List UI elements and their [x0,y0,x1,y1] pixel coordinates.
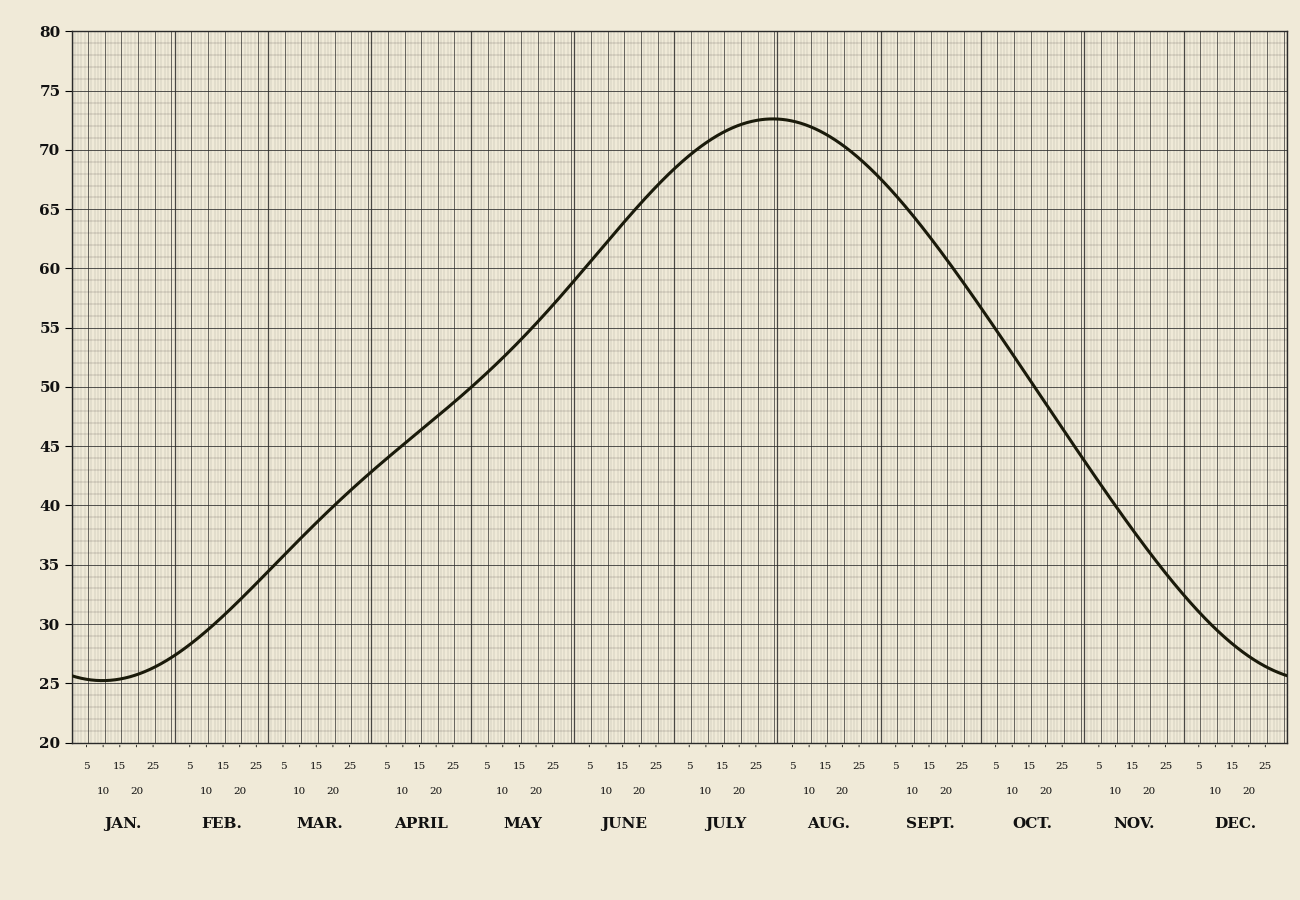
Text: MAY: MAY [503,817,542,832]
Text: 25: 25 [446,762,459,771]
Text: 5: 5 [992,762,998,771]
Text: JULY: JULY [705,817,746,832]
Text: 25: 25 [1056,762,1069,771]
Text: 20: 20 [836,787,849,796]
Text: 10: 10 [1109,787,1122,796]
Text: 5: 5 [384,762,390,771]
Text: 15: 15 [113,762,126,771]
Text: DEC.: DEC. [1214,817,1256,832]
Text: 5: 5 [1196,762,1202,771]
Text: 20: 20 [1039,787,1052,796]
Text: 20: 20 [233,787,246,796]
Text: 10: 10 [292,787,307,796]
Text: 20: 20 [130,787,143,796]
Text: 15: 15 [413,762,426,771]
Text: 25: 25 [343,762,356,771]
Text: 5: 5 [586,762,593,771]
Text: 10: 10 [1209,787,1222,796]
Text: 25: 25 [546,762,559,771]
Text: 10: 10 [396,787,410,796]
Text: 15: 15 [309,762,322,771]
Text: 15: 15 [512,762,527,771]
Text: 10: 10 [802,787,816,796]
Text: 5: 5 [892,762,900,771]
Text: 15: 15 [1022,762,1036,771]
Text: 15: 15 [1226,762,1239,771]
Text: 5: 5 [686,762,693,771]
Text: AUG.: AUG. [807,817,850,832]
Text: 25: 25 [853,762,866,771]
Text: JUNE: JUNE [602,817,647,832]
Text: 15: 15 [616,762,629,771]
Text: APRIL: APRIL [394,817,448,832]
Text: 5: 5 [1096,762,1102,771]
Text: OCT.: OCT. [1013,817,1052,832]
Text: 10: 10 [200,787,213,796]
Text: 10: 10 [906,787,919,796]
Text: 25: 25 [749,762,763,771]
Text: 25: 25 [1158,762,1173,771]
Text: 15: 15 [923,762,936,771]
Text: 15: 15 [216,762,230,771]
Text: 10: 10 [699,787,712,796]
Text: 20: 20 [429,787,443,796]
Text: 25: 25 [1258,762,1271,771]
Text: 5: 5 [83,762,90,771]
Text: 25: 25 [649,762,663,771]
Text: NOV.: NOV. [1113,817,1154,832]
Text: 15: 15 [819,762,832,771]
Text: 5: 5 [186,762,192,771]
Text: 15: 15 [716,762,729,771]
Text: 10: 10 [497,787,510,796]
Text: 20: 20 [1242,787,1256,796]
Text: 20: 20 [939,787,953,796]
Text: 20: 20 [529,787,542,796]
Text: JAN.: JAN. [104,817,142,832]
Text: MAR.: MAR. [296,817,343,832]
Text: 10: 10 [599,787,612,796]
Text: 20: 20 [633,787,646,796]
Text: 5: 5 [280,762,286,771]
Text: 20: 20 [733,787,746,796]
Text: 10: 10 [96,787,109,796]
Text: 10: 10 [1006,787,1019,796]
Text: 5: 5 [482,762,489,771]
Text: 25: 25 [250,762,263,771]
Text: SEPT.: SEPT. [906,817,956,832]
Text: 20: 20 [326,787,339,796]
Text: 15: 15 [1126,762,1139,771]
Text: 25: 25 [956,762,968,771]
Text: 20: 20 [1143,787,1156,796]
Text: FEB.: FEB. [202,817,242,832]
Text: 5: 5 [789,762,796,771]
Text: 25: 25 [147,762,160,771]
